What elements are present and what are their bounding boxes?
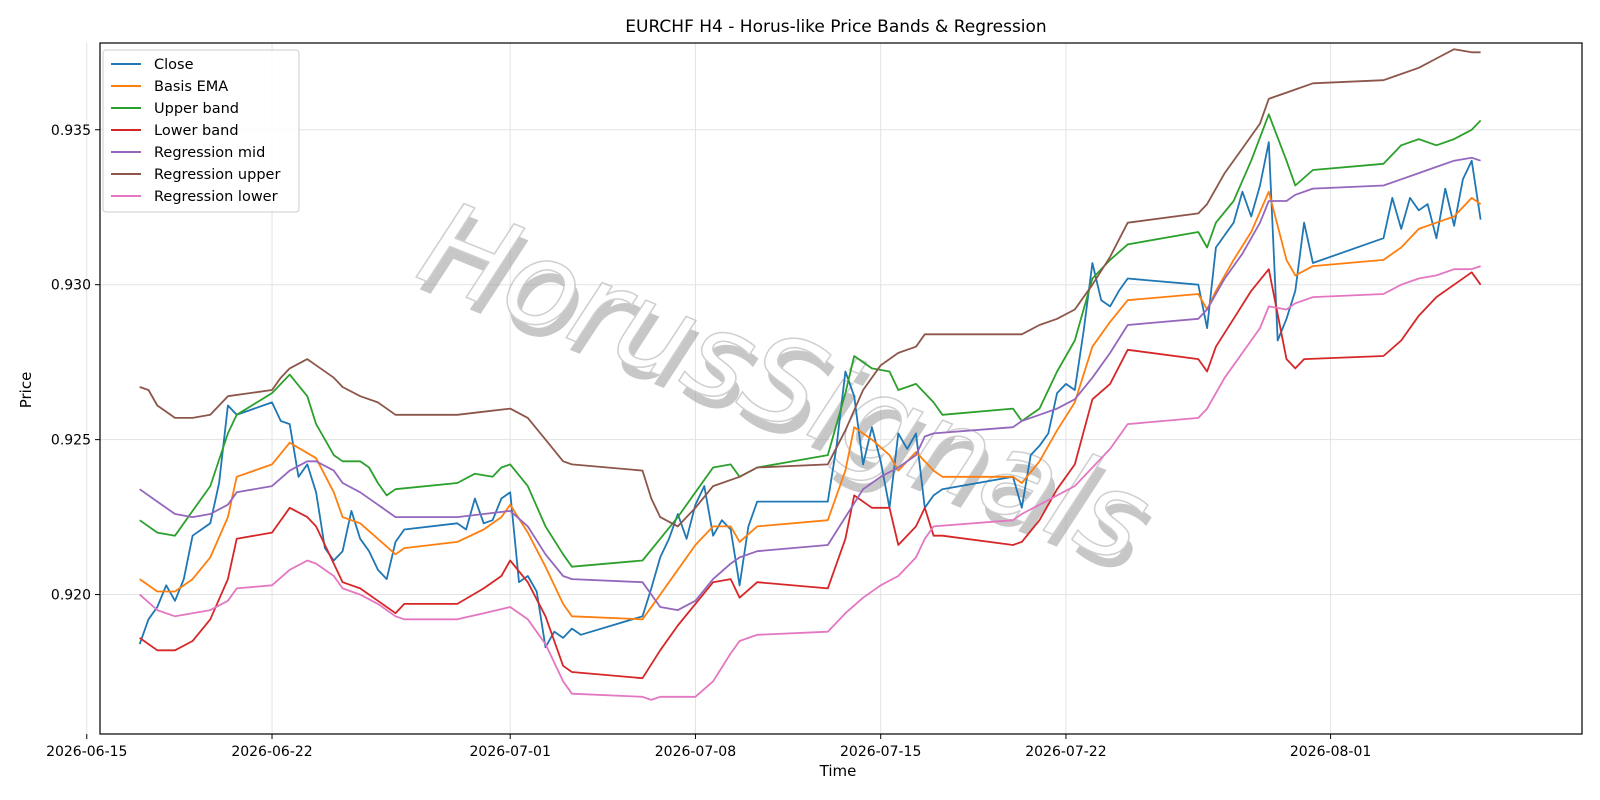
tick-layer: 2026-06-15 2026-06-22 2026-07-01 2026-07-08… [46, 123, 1371, 760]
x-tick-label: 2026-07-08 [655, 744, 736, 760]
legend-label-close: Close [154, 57, 194, 73]
series-layer [138, 48, 1482, 701]
series-line-lower-band [139, 268, 1482, 680]
x-tick-label: 2026-06-15 [46, 744, 127, 760]
legend-label-regression-lower: Regression lower [154, 189, 278, 205]
grid-layer [86, 43, 1582, 734]
y-tick-label: 0.935 [51, 123, 91, 139]
legend-box [102, 49, 300, 213]
x-tick-label: 2026-07-01 [470, 744, 551, 760]
x-axis-label: Time [819, 762, 857, 780]
x-tick-label: 2026-06-22 [231, 744, 312, 760]
x-tick-label: 2026-07-22 [1025, 744, 1106, 760]
series-line-regression-upper [139, 48, 1481, 528]
y-tick-label: 0.920 [51, 588, 91, 604]
x-tick-label: 2026-07-15 [840, 744, 921, 760]
chart-title: EURCHF H4 - Horus-like Price Bands & Reg… [625, 17, 1046, 37]
legend-label-regression-upper: Regression upper [154, 167, 280, 183]
legend-label-lower-band: Lower band [154, 123, 239, 139]
x-tick-label: 2026-08-01 [1290, 744, 1371, 760]
series-line-basis-ema [139, 190, 1482, 621]
y-tick-label: 0.925 [51, 433, 91, 449]
plot-area-frame [99, 42, 1583, 735]
series-line-regression-lower [139, 265, 1481, 701]
legend-label-regression-mid: Regression mid [154, 145, 265, 161]
y-tick-label: 0.930 [51, 278, 91, 294]
legend: Close Basis EMA Upper band Lower band Regres… [102, 49, 300, 213]
legend-label-upper-band: Upper band [154, 101, 239, 117]
y-axis-label: Price [17, 372, 35, 409]
series-line-regression-mid [139, 156, 1481, 611]
legend-label-basis-ema: Basis EMA [154, 79, 228, 95]
